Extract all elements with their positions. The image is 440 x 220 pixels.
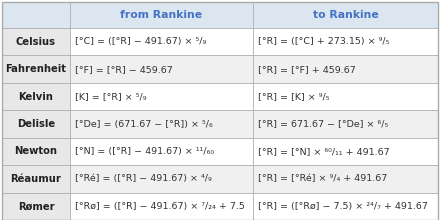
- Text: [°R] = [°N] × ⁶⁰/₁₁ + 491.67: [°R] = [°N] × ⁶⁰/₁₁ + 491.67: [258, 147, 390, 156]
- Bar: [253, 165, 438, 192]
- Text: Delisle: Delisle: [17, 119, 55, 129]
- Text: [°R] = [K] × ⁹/₅: [°R] = [K] × ⁹/₅: [258, 92, 330, 101]
- Text: to Rankine: to Rankine: [313, 10, 378, 20]
- Text: [°R] = ([°C] + 273.15) × ⁹/₅: [°R] = ([°C] + 273.15) × ⁹/₅: [258, 37, 389, 46]
- Text: [°N] = ([°R] − 491.67) × ¹¹/₆₀: [°N] = ([°R] − 491.67) × ¹¹/₆₀: [75, 147, 214, 156]
- Bar: [70, 192, 253, 220]
- Text: [°R] = [°Ré] × ⁹/₄ + 491.67: [°R] = [°Ré] × ⁹/₄ + 491.67: [258, 174, 387, 183]
- Bar: [253, 192, 438, 220]
- Bar: [253, 83, 438, 110]
- Bar: [70, 138, 253, 165]
- Text: Newton: Newton: [15, 147, 58, 156]
- Bar: [2, 192, 70, 220]
- Bar: [2, 165, 70, 192]
- Bar: [253, 28, 438, 55]
- Bar: [70, 165, 253, 192]
- Bar: [70, 83, 253, 110]
- Bar: [2, 138, 70, 165]
- Bar: [70, 28, 253, 55]
- Bar: [2, 83, 70, 110]
- Text: [°F] = [°R] − 459.67: [°F] = [°R] − 459.67: [75, 65, 173, 74]
- Bar: [253, 138, 438, 165]
- Bar: [70, 2, 253, 28]
- Text: [°C] = ([°R] − 491.67) × ⁵/₉: [°C] = ([°R] − 491.67) × ⁵/₉: [75, 37, 206, 46]
- Text: Celsius: Celsius: [16, 37, 56, 47]
- Text: [K] = [°R] × ⁵/₉: [K] = [°R] × ⁵/₉: [75, 92, 147, 101]
- Bar: [2, 28, 70, 55]
- Bar: [2, 2, 70, 28]
- Text: Kelvin: Kelvin: [18, 92, 53, 102]
- Text: [°R] = ([°Rø] − 7.5) × ²⁴/₇ + 491.67: [°R] = ([°Rø] − 7.5) × ²⁴/₇ + 491.67: [258, 202, 428, 211]
- Text: Fahrenheit: Fahrenheit: [5, 64, 66, 74]
- Bar: [2, 110, 70, 138]
- Bar: [253, 110, 438, 138]
- Text: [°Ré] = ([°R] − 491.67) × ⁴/₉: [°Ré] = ([°R] − 491.67) × ⁴/₉: [75, 174, 212, 183]
- Bar: [70, 55, 253, 83]
- Text: [°De] = (671.67 − [°R]) × ⁵/₆: [°De] = (671.67 − [°R]) × ⁵/₆: [75, 119, 213, 128]
- Text: Réaumur: Réaumur: [11, 174, 62, 184]
- Bar: [70, 110, 253, 138]
- Text: from Rankine: from Rankine: [121, 10, 202, 20]
- Bar: [253, 2, 438, 28]
- Bar: [2, 55, 70, 83]
- Text: Rømer: Rømer: [18, 201, 54, 211]
- Text: [°R] = [°F] + 459.67: [°R] = [°F] + 459.67: [258, 65, 356, 74]
- Text: [°Rø] = ([°R] − 491.67) × ⁷/₂₄ + 7.5: [°Rø] = ([°R] − 491.67) × ⁷/₂₄ + 7.5: [75, 202, 245, 211]
- Text: [°R] = 671.67 − [°De] × ⁶/₅: [°R] = 671.67 − [°De] × ⁶/₅: [258, 119, 388, 128]
- Bar: [253, 55, 438, 83]
